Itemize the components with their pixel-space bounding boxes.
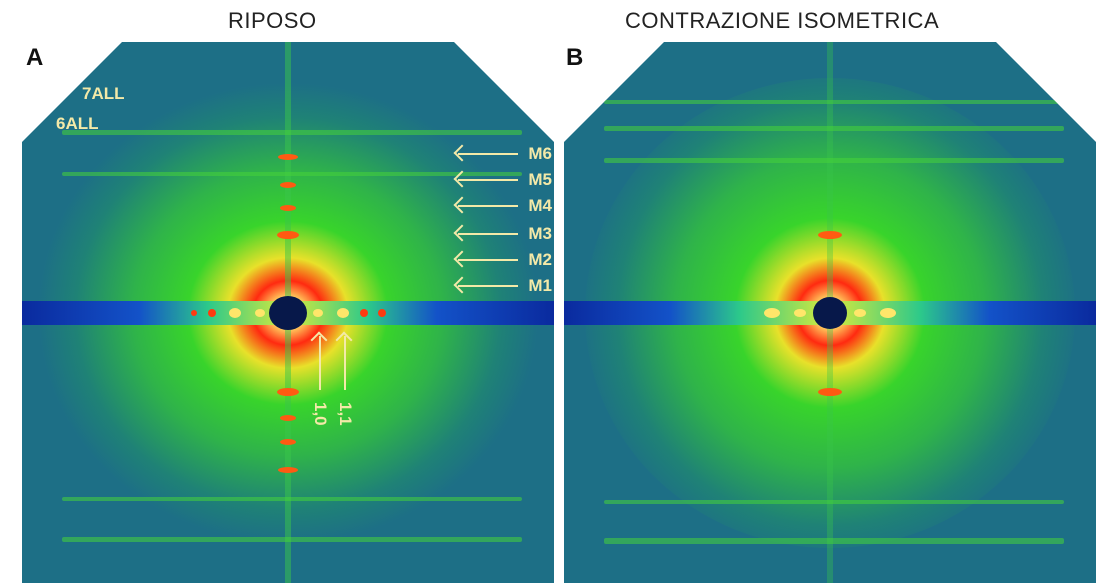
arrow-left-icon [458,153,519,155]
panel-a-title: RIPOSO [228,8,317,33]
m1-label: M1 [528,276,552,295]
layer-line-label-7all: 7ALL [82,84,125,103]
layer-line-label-6all: 6ALL [56,114,99,133]
panel-b-title: CONTRAZIONE ISOMETRICA [625,8,940,33]
m1-annotation: M1 [458,276,552,296]
arrow-left-icon [458,233,519,235]
m3-annotation: M3 [458,224,552,244]
panel-b-letter: B [566,44,584,71]
meridional-labels: M6 M5 M4 M3 M2 M1 [430,144,552,304]
arrow-left-icon [458,205,519,207]
arrow-left-icon [458,179,519,181]
m2-annotation: M2 [458,250,552,270]
m2-label: M2 [528,250,552,269]
arrow-left-icon [458,259,519,261]
arrow-up-icon [344,336,346,390]
diffraction-pattern-isometric-contraction [564,42,1096,583]
m6-label: M6 [528,144,552,163]
arrow-left-icon [458,285,519,287]
m4-annotation: M4 [458,196,552,216]
m5-annotation: M5 [458,170,552,190]
m5-label: M5 [528,170,552,189]
m4-label: M4 [528,196,552,215]
arrow-up-icon [319,336,321,390]
m3-label: M3 [528,224,552,243]
diffraction-image-b [564,42,1096,583]
reflection-label-1-1: 1,1 [336,402,355,426]
reflection-label-1-0: 1,0 [311,402,330,426]
diffraction-image-a [22,42,554,583]
m6-annotation: M6 [458,144,552,164]
panel-a-letter: A [26,44,44,71]
diffraction-pattern-rest [22,42,554,583]
